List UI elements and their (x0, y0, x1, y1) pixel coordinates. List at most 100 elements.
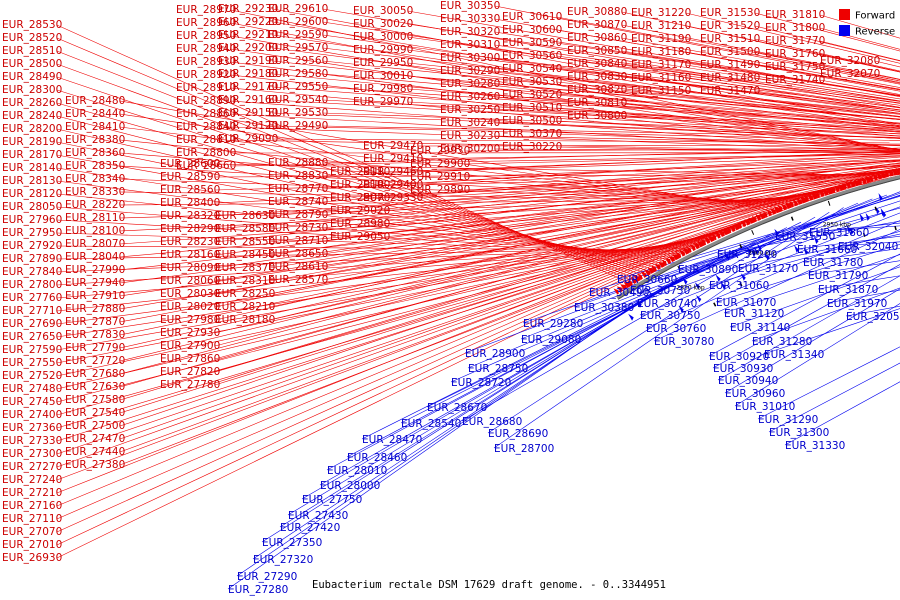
forward-leader-line (322, 170, 900, 255)
forward-gene (682, 248, 690, 255)
forward-leader-line (119, 176, 872, 466)
forward-leader-line (685, 77, 900, 109)
forward-leader-line (494, 70, 900, 114)
forward-leader-line (322, 99, 900, 131)
forward-gene-label: EUR_28290 (160, 223, 220, 235)
forward-gene-label: EUR_31150 (631, 85, 691, 97)
forward-gene-label: EUR_27440 (65, 446, 125, 458)
forward-gene-label: EUR_27910 (65, 290, 125, 302)
forward-gene (616, 286, 623, 293)
reverse-gene-label: EUR_30960 (725, 388, 785, 400)
forward-leader-line (556, 94, 900, 125)
forward-gene-label: EUR_30830 (567, 71, 627, 83)
reverse-gene-label: EUR_30490 (589, 287, 649, 299)
forward-gene-label: EUR_30520 (502, 89, 562, 101)
forward-gene-label: EUR_27330 (2, 435, 62, 447)
forward-gene-label: EUR_27240 (2, 474, 62, 486)
forward-gene-label: EUR_28180 (215, 314, 275, 326)
forward-gene-label: EUR_27160 (2, 500, 62, 512)
forward-gene-label: EUR_27540 (65, 407, 125, 419)
label-leader-lines (56, 5, 900, 590)
forward-gene-label: EUR_28170 (2, 149, 62, 161)
forward-gene-label: EUR_28160 (160, 249, 220, 261)
misc-feature (739, 282, 743, 287)
reverse-leader-line (763, 308, 900, 355)
forward-gene-label: EUR_30850 (567, 45, 627, 57)
forward-gene (777, 205, 783, 212)
reverse-leader-line (723, 254, 900, 314)
forward-gene-label: EUR_31190 (631, 33, 691, 45)
forward-gene-label: EUR_29580 (268, 68, 328, 80)
forward-gene-label: EUR_27800 (2, 279, 62, 291)
forward-leader-line (322, 125, 900, 138)
forward-gene-label: EUR_28300 (2, 84, 62, 96)
forward-leader-line (272, 34, 900, 128)
forward-leader-line (269, 162, 900, 243)
forward-leader-line (417, 150, 900, 160)
forward-leader-line (269, 160, 900, 230)
forward-gene-label: EUR_28510 (2, 45, 62, 57)
forward-gene-label: EUR_31770 (765, 35, 825, 47)
forward-gene (861, 177, 867, 184)
forward-gene-label: EUR_30870 (567, 19, 627, 31)
forward-leader-line (556, 29, 900, 90)
legend-forward-label: Forward (855, 11, 895, 22)
reverse-gene (678, 305, 684, 313)
reverse-gene-label: EUR_27350 (262, 537, 322, 549)
misc-feature (713, 302, 717, 307)
reverse-gene-label: EUR_27290 (237, 571, 297, 583)
reverse-gene-label: EUR_32050 (846, 311, 900, 323)
forward-gene-label: EUR_27720 (65, 355, 125, 367)
forward-gene-label: EUR_27860 (160, 353, 220, 365)
forward-gene-label: EUR_31490 (700, 59, 760, 71)
forward-gene (737, 222, 742, 229)
misc-feature (894, 226, 897, 231)
forward-gene (796, 198, 803, 205)
forward-leader-line (494, 135, 900, 146)
forward-gene (620, 284, 627, 291)
forward-gene (665, 257, 672, 265)
forward-gene-label: EUR_28360 (65, 147, 125, 159)
forward-gene (849, 180, 856, 188)
forward-gene-label: EUR_31810 (765, 9, 825, 21)
forward-gene (751, 215, 757, 223)
reverse-gene (774, 228, 780, 237)
reverse-leader-line (712, 264, 900, 369)
forward-gene-label: EUR_27790 (65, 342, 125, 354)
forward-gene-label: EUR_30880 (567, 6, 627, 18)
forward-gene-label: EUR_28020 (160, 301, 220, 313)
forward-gene-label: EUR_31180 (631, 46, 691, 58)
forward-leader-line (384, 155, 900, 186)
forward-leader-line (685, 25, 900, 73)
forward-gene-label: EUR_26930 (2, 552, 62, 564)
forward-gene-label: EUR_32070 (820, 68, 880, 80)
forward-leader-line (384, 174, 900, 238)
forward-leader-line (322, 73, 900, 124)
reverse-leader-line (252, 285, 666, 560)
forward-gene-label: EUR_27780 (160, 379, 220, 391)
forward-leader-line (494, 5, 900, 85)
forward-leader-line (685, 12, 900, 64)
genome-backbone (616, 175, 900, 300)
forward-gene-label: EUR_27690 (2, 318, 62, 330)
forward-leader-line (494, 148, 900, 152)
forward-gene (781, 203, 787, 211)
forward-gene-label: EUR_28240 (2, 110, 62, 122)
forward-gene-label: EUR_29950 (353, 57, 413, 69)
forward-gene (711, 234, 717, 241)
forward-gene-label: EUR_27590 (2, 344, 62, 356)
forward-gene-label: EUR_30510 (502, 102, 562, 114)
reverse-leader-line (724, 288, 900, 394)
forward-gene-label: EUR_28560 (160, 184, 220, 196)
forward-gene-label: EUR_29070 (330, 192, 390, 204)
forward-gene-label: EUR_30820 (567, 84, 627, 96)
reverse-leader-line (426, 221, 802, 408)
forward-gene-label: EUR_29460 (363, 166, 423, 178)
reverse-leader-line (301, 257, 719, 500)
forward-leader-line (56, 226, 732, 429)
forward-gene (686, 246, 692, 253)
forward-gene-label: EUR_28130 (2, 175, 62, 187)
forward-gene (627, 280, 633, 287)
forward-gene (876, 172, 882, 180)
forward-leader-line (56, 236, 712, 351)
